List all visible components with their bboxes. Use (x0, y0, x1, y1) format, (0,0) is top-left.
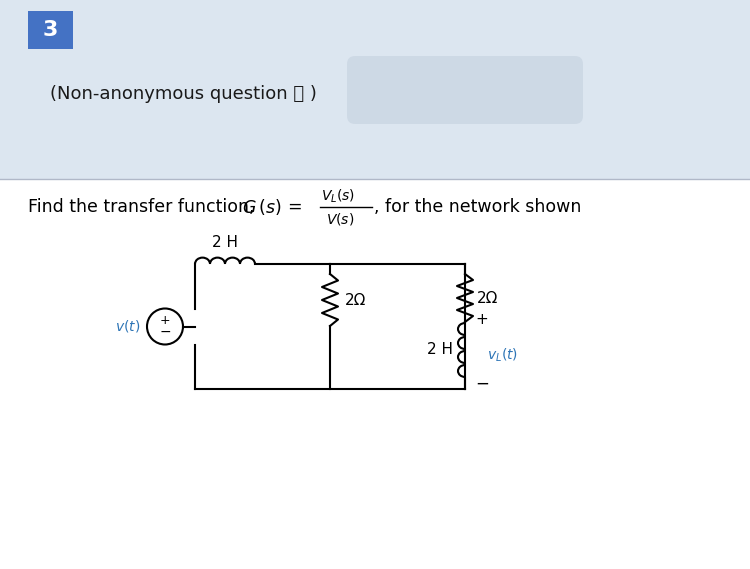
Text: +: + (475, 312, 488, 328)
Text: 2Ω: 2Ω (477, 291, 498, 306)
Text: $V(s)$: $V(s)$ (326, 211, 354, 227)
Text: (Non-anonymous question ⓘ ): (Non-anonymous question ⓘ ) (50, 85, 316, 103)
Text: 3: 3 (42, 20, 58, 40)
Text: 2 H: 2 H (212, 235, 238, 250)
Text: $V_L(s)$: $V_L(s)$ (321, 187, 356, 205)
Text: 2 H: 2 H (427, 343, 453, 357)
Bar (0, 179, 750, 569)
Text: 2Ω: 2Ω (345, 292, 366, 307)
Bar (28, 11, 73, 49)
Text: $v(t)$: $v(t)$ (115, 319, 140, 335)
Text: −: − (475, 375, 489, 393)
Text: =: = (287, 198, 302, 216)
Text: −: − (159, 324, 171, 339)
Text: $G\,(s)$: $G\,(s)$ (242, 197, 281, 217)
FancyBboxPatch shape (347, 56, 583, 124)
Bar (0, 0, 750, 179)
Text: +: + (160, 314, 170, 327)
Text: , for the network shown: , for the network shown (374, 198, 581, 216)
Text: Find the transfer function,: Find the transfer function, (28, 198, 260, 216)
Text: $v_L(t)$: $v_L(t)$ (487, 347, 518, 364)
